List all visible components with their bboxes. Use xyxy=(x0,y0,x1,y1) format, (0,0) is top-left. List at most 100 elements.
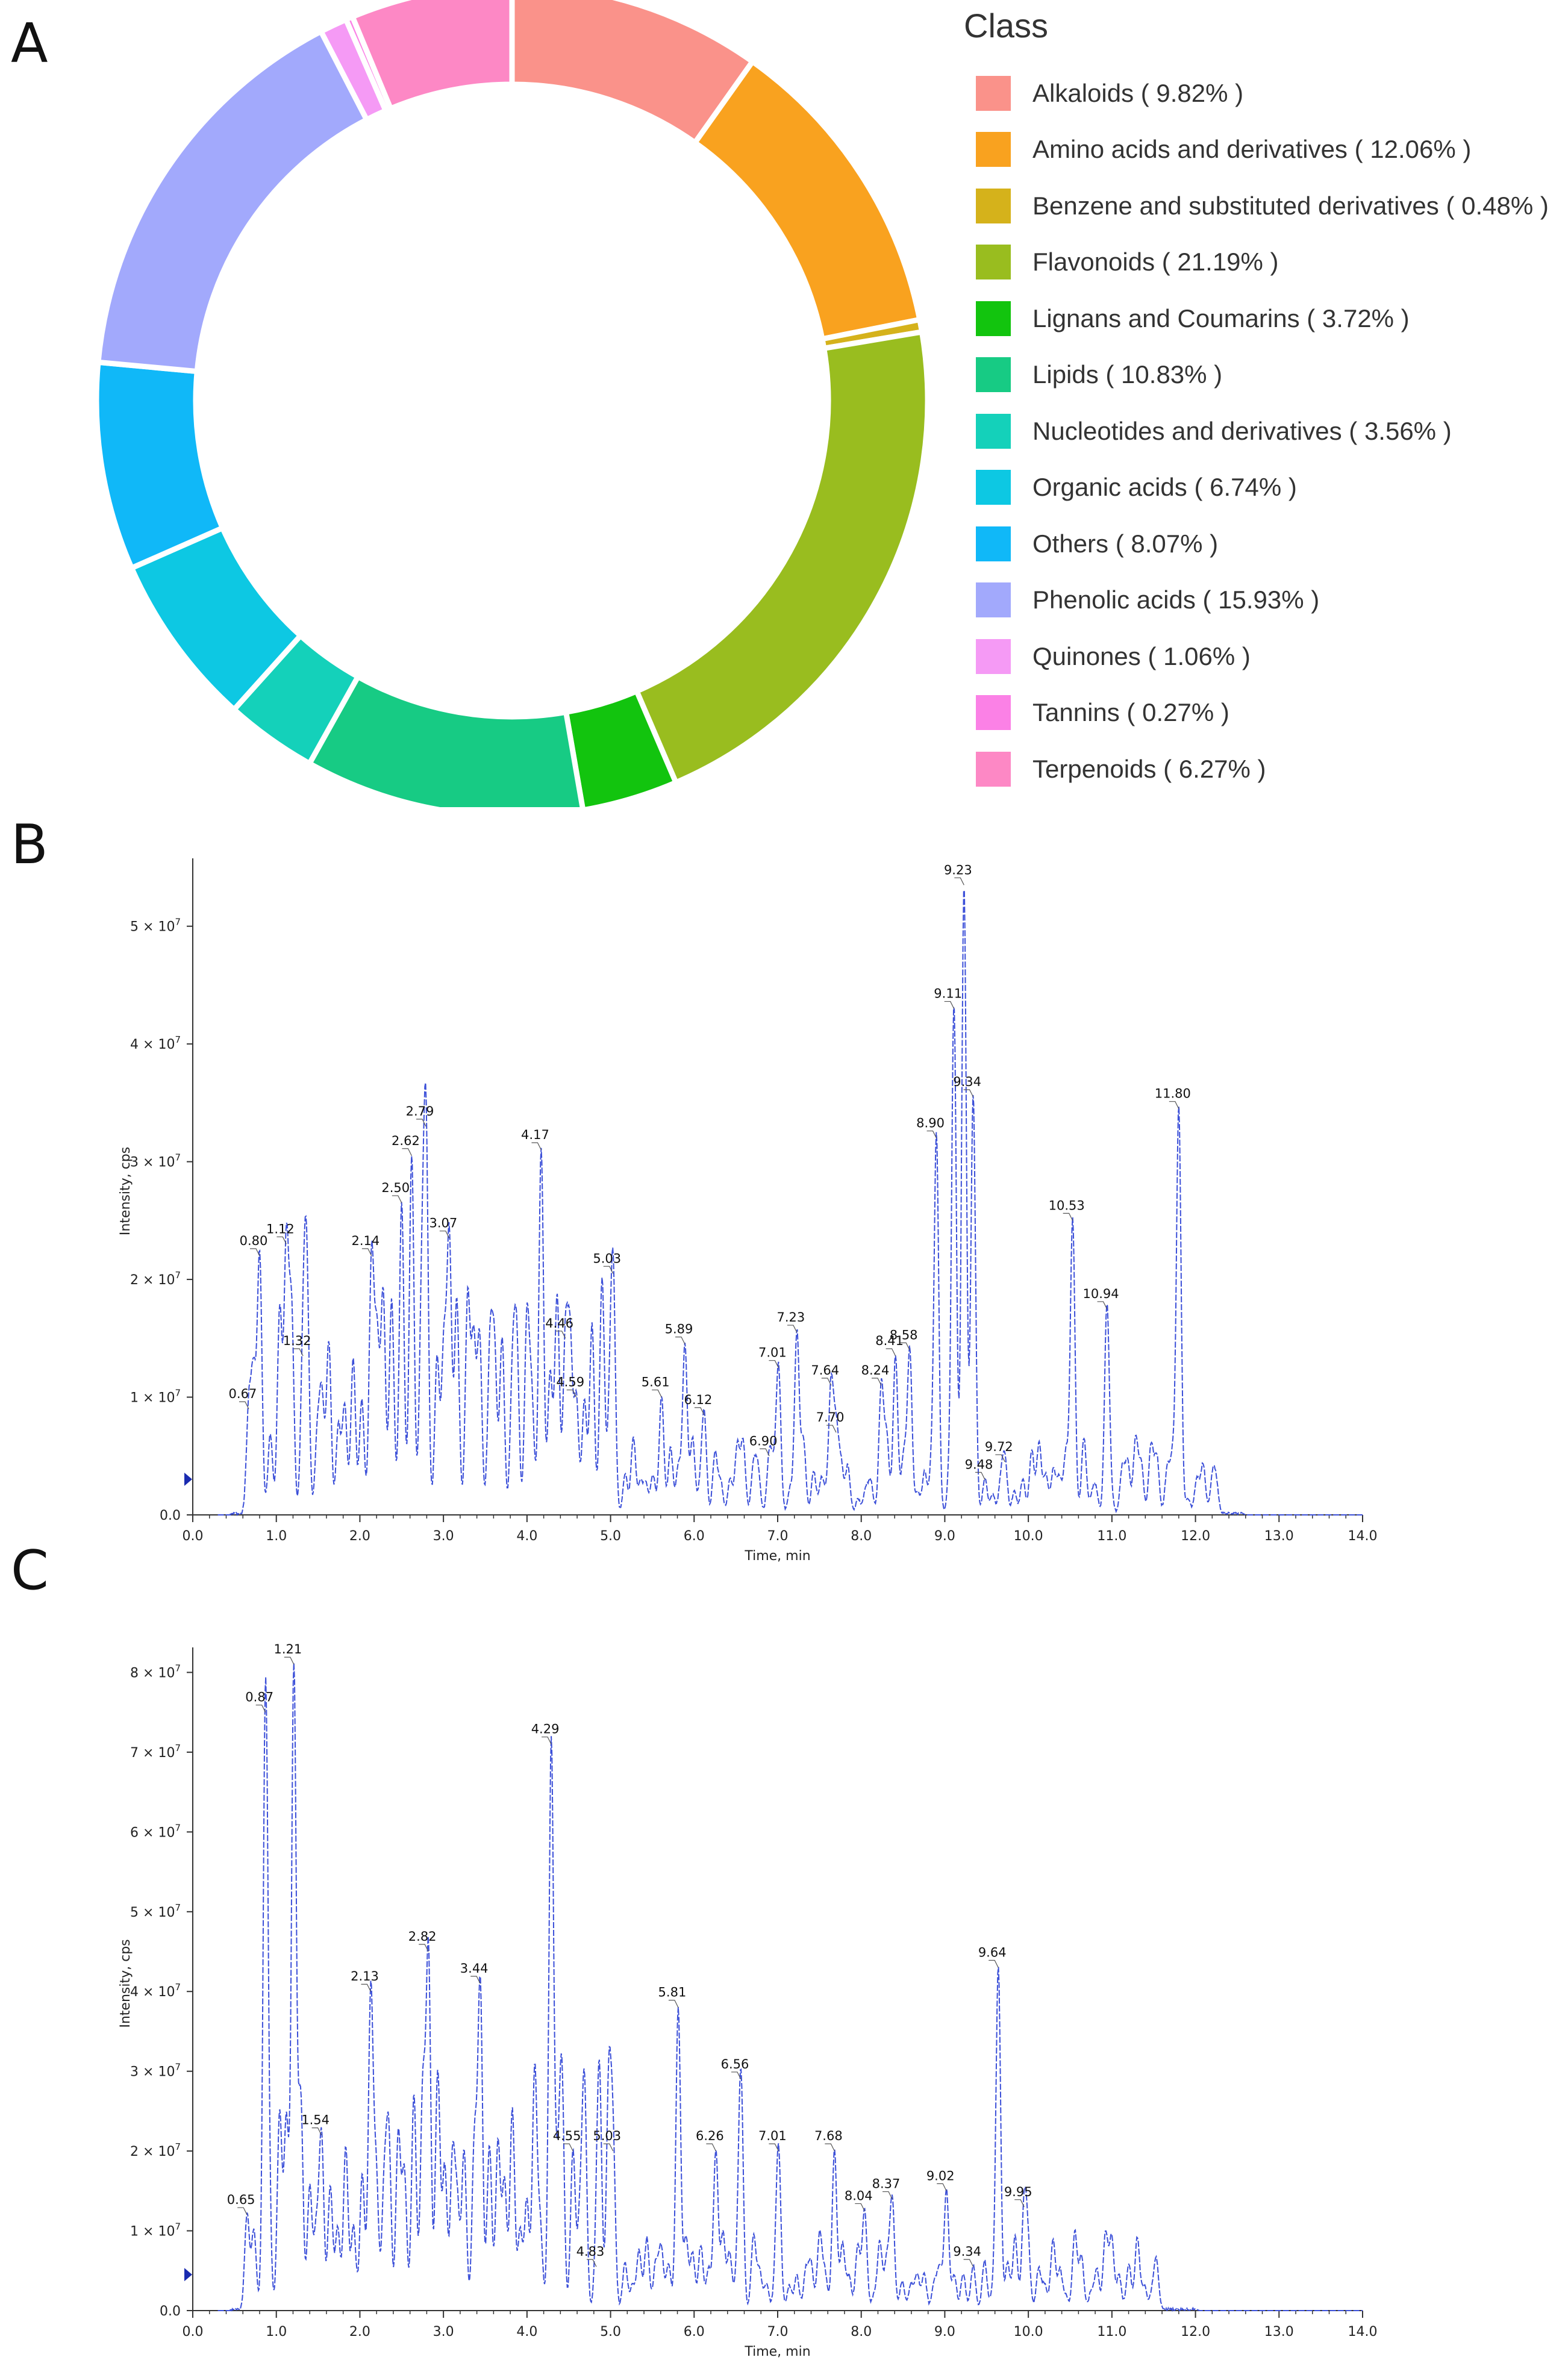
x-tick-label: 10.0 xyxy=(1014,2324,1043,2339)
legend-swatch xyxy=(976,638,1011,674)
peak-label: 9.48 xyxy=(965,1457,993,1472)
peak-leader xyxy=(872,1378,882,1386)
legend-item: Lipids ( 10.83% ) xyxy=(964,347,1549,404)
x-tick-label: 11.0 xyxy=(1097,2324,1126,2339)
y-tick-label: 4 × 107 xyxy=(130,1982,181,2000)
peak-label: 6.90 xyxy=(749,1434,778,1448)
peak-leader xyxy=(954,877,964,885)
peak-leader xyxy=(900,1342,910,1350)
peak-label: 0.80 xyxy=(240,1234,268,1248)
peak-label: 4.59 xyxy=(556,1375,584,1390)
peak-leader xyxy=(563,2143,573,2152)
y-tick-mantissa: 7 × 10 xyxy=(130,1746,175,1761)
legend-swatch xyxy=(976,470,1011,505)
peak-label: 7.23 xyxy=(777,1310,805,1325)
peak-leader xyxy=(439,1231,450,1238)
y-axis-label: Intensity, cps xyxy=(118,1147,133,1235)
x-tick-label: 14.0 xyxy=(1348,2324,1378,2339)
legend-label: Terpenoids ( 6.27% ) xyxy=(1032,754,1266,783)
peak-leader xyxy=(769,2143,779,2152)
peak-label: 5.61 xyxy=(642,1375,670,1390)
y-tick-exponent: 7 xyxy=(175,1902,181,1913)
x-tick-label: 13.0 xyxy=(1264,2324,1294,2339)
y-tick-exponent: 7 xyxy=(175,2062,181,2073)
y-tick-mantissa: 5 × 10 xyxy=(130,920,175,935)
legend-label: Quinones ( 1.06% ) xyxy=(1032,641,1251,670)
y-tick-exponent: 7 xyxy=(175,2221,181,2232)
peak-label: 7.64 xyxy=(811,1363,839,1378)
peak-leader xyxy=(1169,1101,1179,1109)
peak-leader xyxy=(769,1360,779,1368)
peak-label: 5.89 xyxy=(665,1322,693,1337)
y-tick-label: 5 × 107 xyxy=(130,917,181,935)
y-tick-label: 5 × 107 xyxy=(130,1902,181,1920)
x-tick-label: 11.0 xyxy=(1097,1529,1126,1544)
peak-label: 3.44 xyxy=(460,1961,489,1976)
legend-label: Nucleotides and derivatives ( 3.56% ) xyxy=(1032,416,1452,445)
peak-label: 5.03 xyxy=(593,1251,621,1266)
peak-label: 10.53 xyxy=(1049,1198,1085,1213)
peak-leader xyxy=(237,2207,248,2215)
peak-label: 1.32 xyxy=(283,1334,311,1348)
donut-legend: Class Alkaloids ( 9.82% ) Amino acids and… xyxy=(964,5,1549,798)
legend-label: Others ( 8.07% ) xyxy=(1032,529,1219,558)
legend-swatch xyxy=(976,413,1011,449)
x-tick-label: 0.0 xyxy=(183,1529,204,1544)
legend-swatch xyxy=(976,695,1011,731)
panel-label-c: C xyxy=(11,1539,49,1602)
peak-leader xyxy=(944,1000,955,1009)
threshold-marker xyxy=(184,1472,192,1486)
legend-item: Flavonoids ( 21.19% ) xyxy=(964,234,1549,291)
y-tick-exponent: 7 xyxy=(175,1822,181,1833)
peak-label: 9.34 xyxy=(953,1075,981,1089)
peak-label: 7.01 xyxy=(758,1346,787,1360)
legend-swatch xyxy=(976,75,1011,111)
peak-label: 8.24 xyxy=(861,1363,890,1378)
peak-leader xyxy=(1014,2199,1025,2208)
x-tick-label: 4.0 xyxy=(516,2324,537,2339)
y-tick-exponent: 7 xyxy=(175,1743,181,1753)
peak-leader xyxy=(531,1142,542,1150)
peak-leader xyxy=(989,1959,999,1968)
peak-label: 0.65 xyxy=(227,2193,255,2207)
peak-leader xyxy=(963,2259,974,2267)
peak-leader xyxy=(470,1976,481,1984)
peak-label: 0.67 xyxy=(229,1387,257,1401)
y-tick-label: 0.0 xyxy=(160,2304,181,2319)
y-tick-label: 0.0 xyxy=(160,1508,181,1523)
legend-label: Amino acids and derivatives ( 12.06% ) xyxy=(1032,135,1472,164)
peak-label: 9.95 xyxy=(1004,2185,1032,2199)
y-tick-label: 3 × 107 xyxy=(130,1152,181,1170)
y-tick-exponent: 7 xyxy=(175,1388,181,1399)
x-tick-label: 12.0 xyxy=(1181,1529,1210,1544)
y-tick-label: 1 × 107 xyxy=(130,2221,181,2240)
legend-swatch xyxy=(976,582,1011,618)
peak-label: 8.41 xyxy=(875,1334,904,1348)
legend-swatch xyxy=(976,132,1011,167)
peak-label: 9.72 xyxy=(985,1440,1013,1454)
peak-label: 5.81 xyxy=(658,1985,687,2000)
x-tick-label: 13.0 xyxy=(1264,1529,1294,1544)
legend-title: Class xyxy=(964,7,1049,45)
x-tick-label: 1.0 xyxy=(266,1529,287,1544)
legend-item: Nucleotides and derivatives ( 3.56% ) xyxy=(964,403,1549,460)
legend-swatch xyxy=(976,526,1011,561)
peak-leader xyxy=(311,2127,322,2135)
x-tick-label: 9.0 xyxy=(934,2324,955,2339)
peak-label: 10.94 xyxy=(1082,1287,1119,1301)
y-tick-exponent: 7 xyxy=(175,1982,181,1993)
peak-label: 9.23 xyxy=(944,863,972,877)
peak-label: 9.11 xyxy=(934,987,962,1001)
x-tick-label: 12.0 xyxy=(1181,2324,1210,2339)
legend-label: Organic acids ( 6.74% ) xyxy=(1032,473,1297,502)
y-tick-exponent: 7 xyxy=(175,917,181,928)
y-tick-exponent: 7 xyxy=(175,1270,181,1281)
x-tick-label: 14.0 xyxy=(1348,1529,1378,1544)
peak-label: 7.01 xyxy=(758,2129,787,2143)
panel-label-b: B xyxy=(11,813,48,876)
y-tick-mantissa: 4 × 10 xyxy=(130,1985,175,2000)
legend-label: Benzene and substituted derivatives ( 0.… xyxy=(1032,191,1549,220)
legend-items: Alkaloids ( 9.82% ) Amino acids and deriv… xyxy=(964,65,1549,798)
y-tick-mantissa: 2 × 10 xyxy=(130,1273,175,1288)
peak-label: 9.02 xyxy=(926,2168,955,2183)
